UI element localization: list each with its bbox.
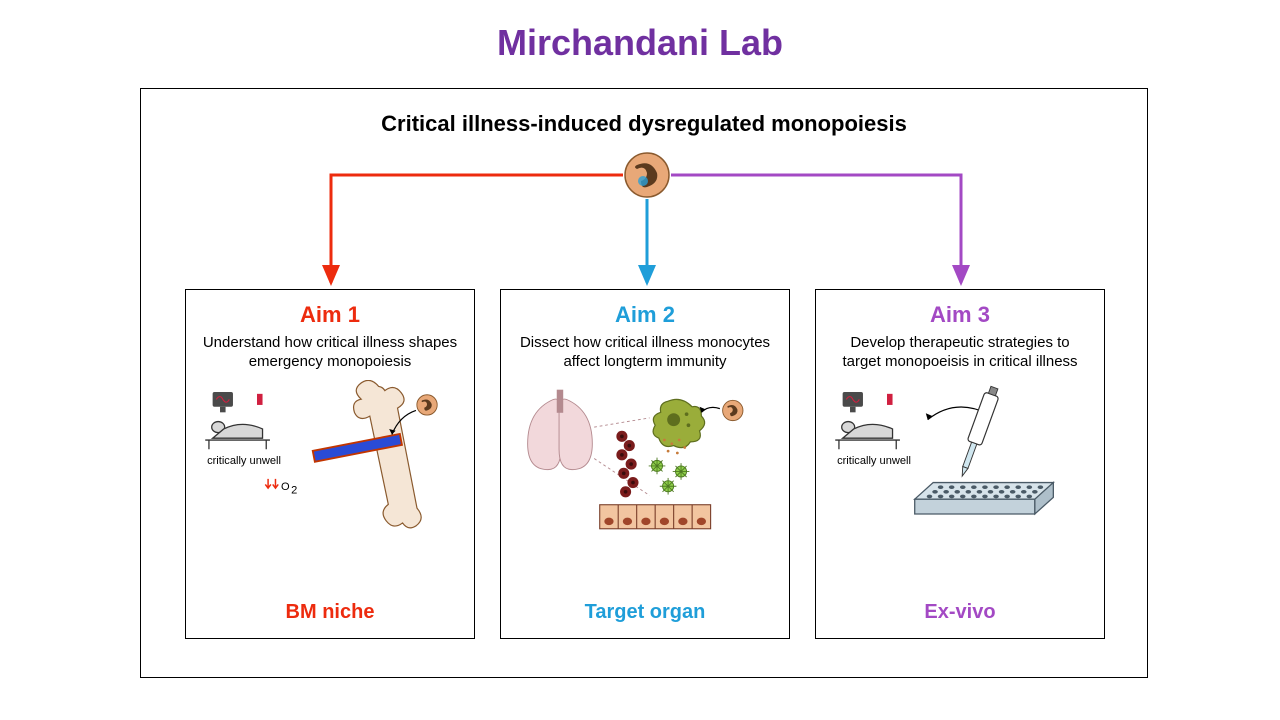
aim2-box: Aim 2 Dissect how critical illness monoc… (500, 289, 790, 639)
aim2-title: Aim 2 (511, 302, 779, 328)
aim3-footer: Ex-vivo (816, 601, 1104, 624)
aim3-illustration: critically unwell (826, 380, 1094, 550)
aim3-title: Aim 3 (826, 302, 1094, 328)
svg-text:O: O (281, 480, 290, 492)
svg-text:critically unwell: critically unwell (207, 455, 281, 467)
aim3-desc: Develop therapeutic strategies to target… (826, 334, 1094, 372)
diagram-frame: Critical illness-induced dysregulated mo… (140, 88, 1148, 678)
aim1-desc: Understand how critical illness shapes e… (196, 334, 464, 372)
svg-text:critically unwell: critically unwell (837, 455, 911, 467)
aim2-footer: Target organ (501, 601, 789, 624)
monocyte-cell-icon (623, 151, 671, 199)
aim2-illustration (511, 380, 779, 550)
aims-row: Aim 1 Understand how critical illness sh… (185, 289, 1105, 639)
page-title: Mirchandani Lab (0, 0, 1280, 64)
aim1-footer: BM niche (186, 601, 474, 624)
aim3-box: Aim 3 Develop therapeutic strategies to … (815, 289, 1105, 639)
aim1-illustration: critically unwell O 2 (196, 380, 464, 550)
aim2-desc: Dissect how critical illness monocytes a… (511, 334, 779, 372)
svg-text:2: 2 (291, 484, 297, 496)
diagram-subtitle: Critical illness-induced dysregulated mo… (141, 111, 1147, 137)
aim1-box: Aim 1 Understand how critical illness sh… (185, 289, 475, 639)
aim1-title: Aim 1 (196, 302, 464, 328)
